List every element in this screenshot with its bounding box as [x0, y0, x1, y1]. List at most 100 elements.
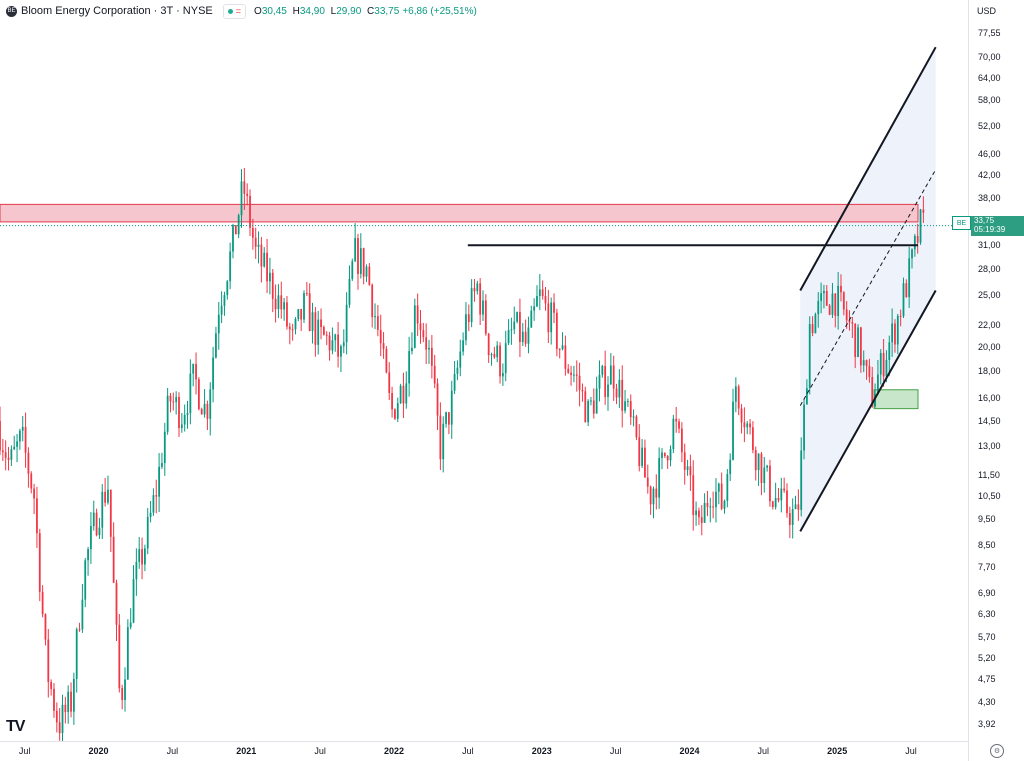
candle-body [223, 295, 226, 306]
candle-body [13, 446, 16, 450]
candle-body [555, 312, 558, 349]
y-tick-label: 13,00 [978, 441, 1001, 452]
candle-body [448, 412, 450, 425]
candle-body [743, 422, 746, 428]
candle-body [442, 423, 445, 460]
candle-body [16, 441, 18, 447]
candle-body [811, 324, 814, 334]
y-tick-label: 77,55 [978, 28, 1001, 39]
candle-body [720, 483, 723, 509]
candle-body [345, 304, 348, 343]
x-tick-label: 2020 [88, 746, 109, 756]
x-tick-label: Jul [18, 746, 31, 756]
x-tick-label: Jul [166, 746, 179, 756]
symbol-logo-icon[interactable]: BE [6, 5, 17, 17]
candle-body [92, 512, 95, 527]
candle-body [834, 293, 837, 316]
candle-body [788, 513, 791, 525]
candle-body [58, 722, 61, 734]
candle-body [715, 491, 717, 508]
candle-body [658, 457, 661, 498]
candle-body [533, 306, 536, 311]
candle-body [402, 385, 405, 404]
high-key: H [292, 5, 300, 17]
candlestick-chart[interactable] [0, 0, 968, 741]
y-tick-label: 10,50 [978, 490, 1001, 501]
candle-body [780, 488, 783, 501]
candle-body [203, 403, 206, 415]
candle-body [871, 377, 874, 407]
candle-body [436, 383, 439, 416]
candle-body [374, 316, 376, 318]
candle-body [831, 293, 834, 315]
candle-body [456, 367, 459, 374]
candle-body [419, 323, 422, 331]
candle-body [680, 428, 683, 453]
axis-settings-icon[interactable]: ⚙ [990, 744, 1004, 758]
candle-body [729, 459, 732, 475]
low-key: L [330, 5, 337, 17]
candle-body [519, 312, 521, 343]
candle-body [362, 248, 365, 277]
candle-body [300, 309, 303, 320]
price-axis[interactable]: USD 77,55 70,00 64,00 58,00 52,00 46,00 42,00 3… [968, 0, 1024, 761]
candle-body [385, 348, 388, 373]
candle-body [445, 412, 447, 424]
y-tick-label: 6,30 [978, 608, 996, 619]
market-status-badge[interactable]: = [222, 3, 247, 19]
candle-body [564, 345, 567, 369]
candle-body [712, 506, 715, 508]
time-axis[interactable]: Jul 2020 Jul 2021 Jul 2022 Jul 2023 Jul 2024 Jul 20… [0, 741, 968, 761]
candle-body [922, 209, 925, 213]
candle-body [126, 627, 129, 680]
candle-body [340, 346, 342, 357]
candle-body [683, 452, 686, 470]
candle-body [7, 457, 10, 460]
symbol-title[interactable]: Bloom Energy Corporation · 3T · NYSE [21, 5, 213, 17]
candle-body [902, 283, 905, 317]
candle-body [578, 375, 581, 390]
candle-body [536, 295, 538, 307]
x-tick-label: 2021 [236, 746, 257, 756]
candle-body [774, 497, 777, 508]
candle-body [612, 365, 615, 389]
candles-layer [0, 167, 925, 741]
candle-body [561, 345, 564, 350]
candle-body [75, 629, 78, 679]
candle-body [510, 329, 513, 331]
candle-body [598, 374, 601, 389]
candle-body [408, 351, 411, 384]
candle-body [303, 293, 305, 320]
candle-body [803, 404, 805, 451]
candle-body [496, 345, 499, 358]
candle-body [570, 372, 572, 376]
y-tick-label: 58,00 [978, 95, 1001, 106]
candle-body [626, 401, 629, 403]
candle-body [266, 252, 268, 282]
candle-body [476, 283, 479, 292]
close-key: C [367, 5, 375, 17]
candle-body [180, 424, 183, 429]
candle-body [550, 302, 553, 333]
candle-body [425, 337, 428, 350]
candle-body [175, 397, 178, 403]
candle-body [899, 315, 902, 317]
candle-body [286, 302, 288, 327]
candle-body [237, 215, 240, 235]
candle-body [547, 303, 550, 333]
candle-body [382, 343, 385, 349]
candle-body [146, 516, 149, 549]
candle-body [365, 266, 368, 277]
y-tick-label: 52,00 [978, 120, 1001, 131]
candle-body [604, 366, 607, 397]
candle-body [678, 421, 680, 429]
candle-body [101, 491, 104, 528]
y-tick-label: 25,00 [978, 290, 1001, 301]
tradingview-logo-icon[interactable]: TV [6, 718, 25, 735]
candle-body [504, 343, 507, 374]
currency-label[interactable]: USD [977, 6, 997, 16]
candle-body [1, 450, 4, 453]
candle-body [470, 288, 473, 323]
candle-body [857, 327, 859, 358]
candle-body [24, 426, 27, 453]
